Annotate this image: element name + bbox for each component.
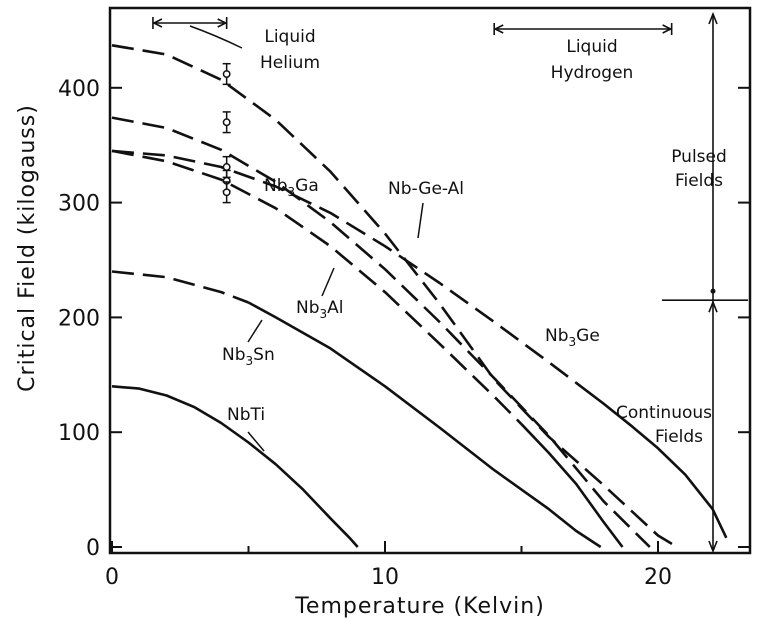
field-divider-dot bbox=[710, 288, 716, 294]
data-point bbox=[222, 70, 231, 78]
curve-nb3ga bbox=[111, 116, 651, 548]
x-tick-label: 0 bbox=[105, 565, 119, 590]
pulsed-label-1: Pulsed bbox=[671, 147, 727, 167]
liquid-hydrogen-range-head bbox=[493, 24, 504, 34]
liquid-hydrogen-label-2: Hydrogen bbox=[551, 63, 634, 83]
liquid-hydrogen-range-head bbox=[662, 24, 673, 34]
label-nb3sn: Nb3Sn bbox=[222, 345, 275, 368]
x-tick-label: 10 bbox=[371, 565, 399, 590]
y-axis-title: Critical Field (kilogauss) bbox=[15, 104, 40, 392]
y-tick-label: 100 bbox=[58, 421, 100, 446]
pulsed-top-head bbox=[708, 11, 718, 25]
label-nbti: NbTi bbox=[227, 405, 265, 425]
curve-labels: Nb-Ge-Al Nb3Ge Nb3Ga Nb3Al Nb3Sn NbTi bbox=[222, 176, 600, 452]
liquid-helium-range-head bbox=[217, 18, 228, 28]
x-tick-label: 20 bbox=[644, 565, 672, 590]
curve-nb3sn-solid bbox=[247, 301, 602, 549]
measured-points bbox=[222, 62, 231, 204]
y-tick-label: 200 bbox=[58, 306, 100, 331]
liquid-helium-range-head bbox=[152, 18, 163, 28]
y-tick-label: 0 bbox=[86, 536, 100, 561]
label-leader bbox=[247, 319, 263, 343]
liquid-helium-label-2: Helium bbox=[260, 53, 320, 73]
data-point bbox=[222, 163, 231, 171]
label-nb-ge-al: Nb-Ge-Al bbox=[388, 179, 464, 199]
x-axis-title: Temperature (Kelvin) bbox=[294, 594, 545, 619]
label-leader bbox=[247, 431, 265, 452]
continuous-label-2: Fields bbox=[655, 427, 703, 447]
range-annotations: Liquid Helium Liquid Hydrogen Pulsed Fields Co… bbox=[152, 11, 748, 554]
curve-nb-ge-al bbox=[111, 44, 678, 549]
pulsed-label-2: Fields bbox=[675, 171, 723, 191]
y-tick-label: 400 bbox=[58, 77, 100, 102]
label-leader bbox=[417, 202, 424, 239]
liquid-helium-label-1: Liquid bbox=[264, 27, 315, 47]
curve-nb3al-dashed bbox=[111, 149, 523, 426]
liquid-hydrogen-label-1: Liquid bbox=[566, 37, 617, 57]
curve-nb3ge-dashed bbox=[111, 149, 577, 384]
data-point bbox=[222, 118, 231, 127]
label-nb3ge: Nb3Ge bbox=[545, 326, 600, 349]
continuous-top-head bbox=[708, 300, 718, 313]
plot-frame bbox=[108, 6, 752, 555]
continuous-label-1: Continuous bbox=[616, 403, 712, 423]
curves bbox=[111, 44, 728, 549]
label-nb3al: Nb3Al bbox=[296, 298, 344, 321]
liquid-helium-leader bbox=[189, 25, 243, 49]
y-tick-label: 300 bbox=[58, 192, 100, 217]
curve-nbti bbox=[111, 385, 359, 548]
curve-nb3sn-dashed bbox=[111, 270, 249, 304]
continuous-bottom-head bbox=[708, 540, 718, 554]
data-point bbox=[222, 188, 231, 197]
curve-nb3al-solid bbox=[520, 423, 624, 548]
label-nb3ga: Nb3Ga bbox=[264, 176, 319, 199]
label-leader bbox=[321, 267, 335, 297]
